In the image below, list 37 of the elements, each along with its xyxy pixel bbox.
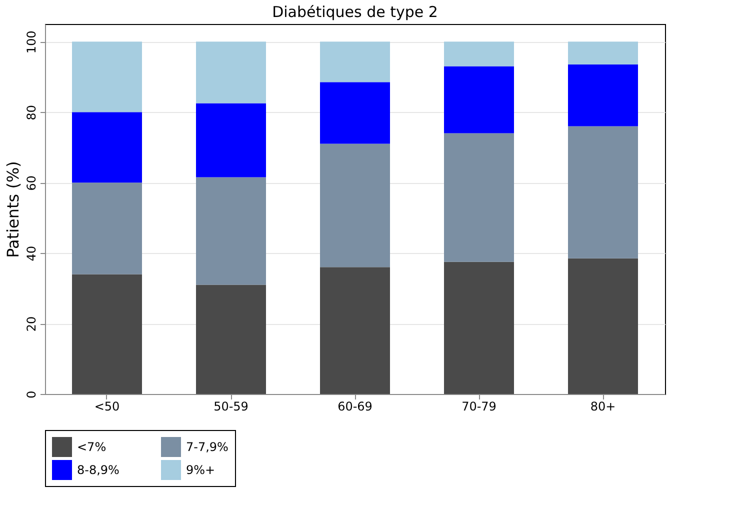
bar bbox=[196, 42, 266, 104]
legend-label: 8-8,9% bbox=[77, 463, 120, 477]
y-tick-label: 40 bbox=[24, 246, 38, 262]
bar bbox=[444, 133, 514, 262]
x-tick-label: 80+ bbox=[590, 400, 616, 414]
y-tick-label: 60 bbox=[24, 175, 38, 191]
legend-label: 7-7,9% bbox=[186, 440, 228, 454]
bar bbox=[72, 274, 142, 394]
bar bbox=[196, 177, 266, 285]
bar bbox=[320, 144, 390, 268]
bar bbox=[568, 64, 638, 126]
y-tick-label: 80 bbox=[24, 104, 38, 120]
bar bbox=[196, 284, 266, 394]
x-tick-label: 60-69 bbox=[338, 400, 372, 414]
bar bbox=[72, 112, 142, 183]
x-tick-label: <50 bbox=[94, 400, 120, 414]
legend-label: 9%+ bbox=[186, 463, 216, 477]
chart-title: Diabétiques de type 2 bbox=[272, 3, 438, 21]
y-axis-title: Patients (%) bbox=[4, 161, 22, 258]
y-tick-label: 20 bbox=[24, 316, 38, 332]
y-tick-label: 100 bbox=[24, 30, 38, 54]
bar bbox=[320, 267, 390, 394]
x-tick-label: 50-59 bbox=[214, 400, 248, 414]
bar bbox=[568, 258, 638, 394]
legend-label: <7% bbox=[77, 440, 106, 454]
bar bbox=[320, 82, 390, 144]
bar bbox=[72, 42, 142, 112]
bar bbox=[444, 42, 514, 66]
bar bbox=[196, 103, 266, 178]
bar bbox=[568, 126, 638, 258]
x-tick-label: 70-79 bbox=[462, 400, 496, 414]
bar bbox=[72, 182, 142, 274]
bar bbox=[444, 66, 514, 134]
y-tick-label: 0 bbox=[24, 390, 38, 398]
bar bbox=[444, 262, 514, 394]
bar bbox=[320, 42, 390, 82]
bar bbox=[568, 42, 638, 65]
